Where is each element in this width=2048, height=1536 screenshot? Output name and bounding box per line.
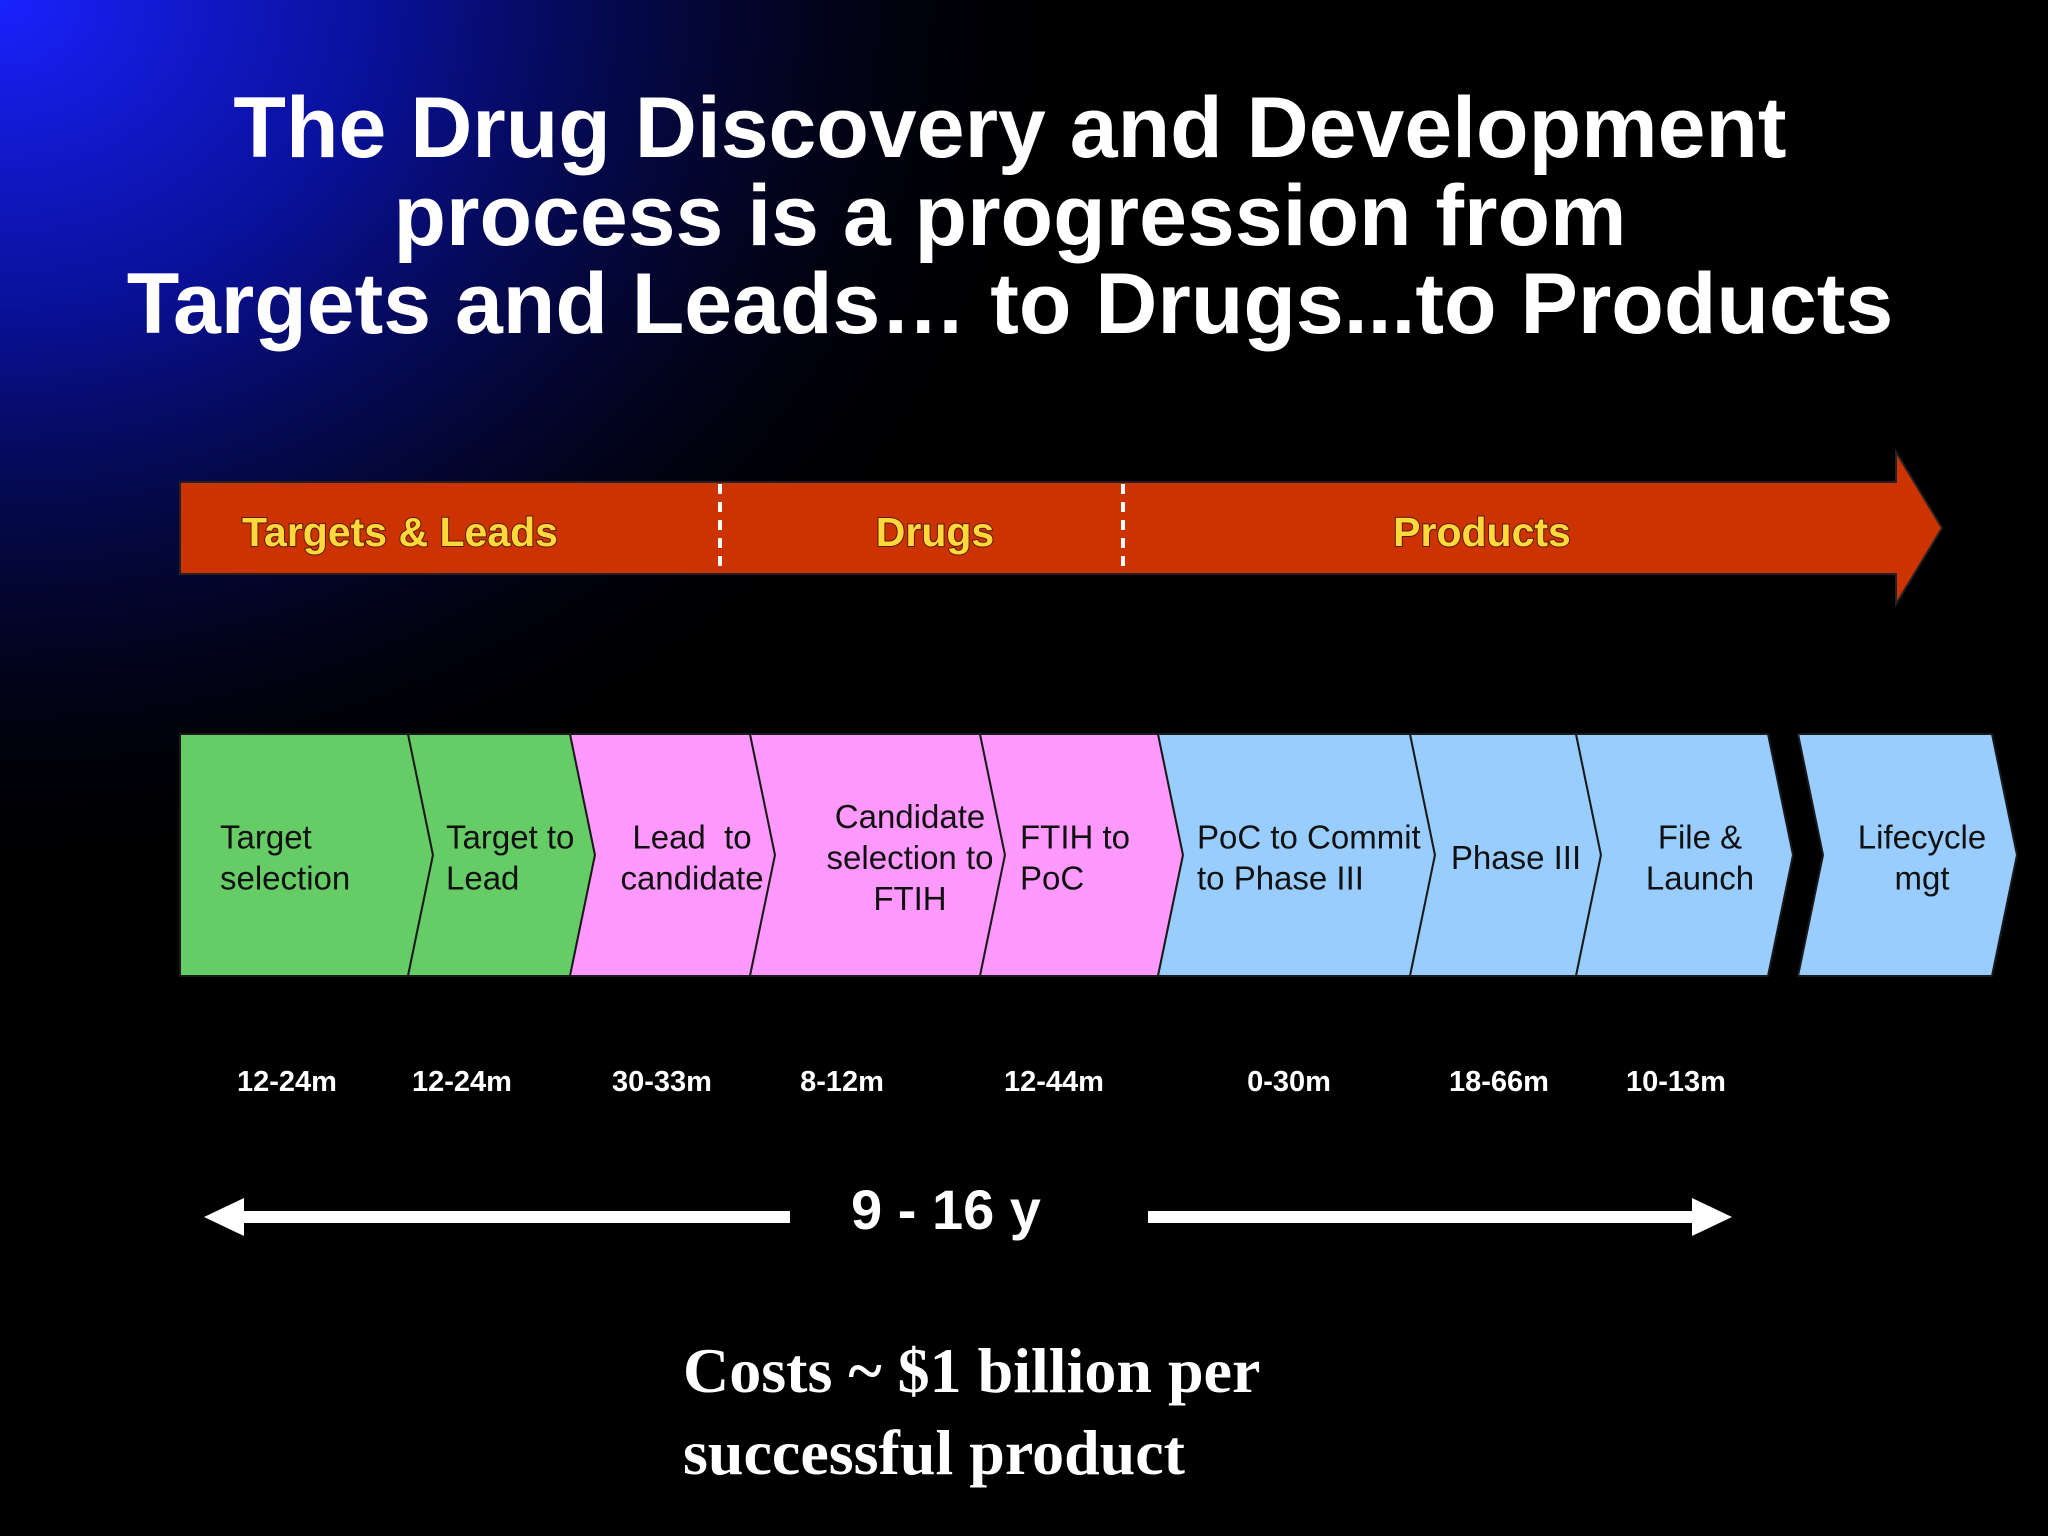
span-arrow-right-head [1692, 1198, 1732, 1236]
stage-label-4-line-2: selection to [827, 839, 994, 876]
title-line-1: The Drug Discovery and Development [233, 80, 1786, 176]
stage-label-8-line-1: File & [1658, 819, 1742, 856]
phase-label-drugs: Drugs [876, 509, 994, 555]
span-arrow-left-head [204, 1198, 244, 1236]
title-line-2: process is a progression from [393, 168, 1626, 264]
stage-duration-7: 18-66m [1449, 1066, 1549, 1098]
stage-label-9-line-1: Lifecycle [1858, 819, 1986, 856]
stage-label-8-line-2: Launch [1646, 860, 1754, 897]
phase-arrow: Targets & Leads Drugs Products [179, 448, 1944, 608]
total-span-label: 9 - 16 y [851, 1178, 1041, 1241]
stage-label-4-line-3: FTIH [873, 880, 946, 917]
phase-arrow-body [179, 448, 1944, 608]
total-span: 9 - 16 y [204, 1178, 1732, 1241]
slide-title: The Drug Discovery and Development proce… [127, 80, 1893, 352]
cost-note: Costs ~ $1 billion per successful produc… [683, 1330, 1583, 1494]
stage-duration-5: 12-44m [1004, 1066, 1104, 1098]
stage-label-5-line-1: FTIH to [1020, 819, 1130, 856]
stage-chevron-8 [1574, 733, 1795, 977]
cost-note-line-2: successful product [683, 1417, 1185, 1488]
stage-label-5-line-2: PoC [1020, 860, 1084, 897]
stage-duration-6: 0-30m [1247, 1066, 1331, 1098]
stage-durations: 12-24m 12-24m 30-33m 8-12m 12-44m 0-30m 18-66m… [237, 1066, 1726, 1098]
title-line-3: Targets and Leads… to Drugs...to Product… [127, 256, 1893, 352]
stage-label-4-line-1: Candidate [835, 798, 985, 835]
stage-label-1-line-1: Target [220, 819, 312, 856]
stage-label-2-line-2: Lead [446, 860, 519, 897]
stage-duration-2: 12-24m [412, 1066, 512, 1098]
stage-label-3-line-2: candidate [620, 860, 763, 897]
stage-label-3-line-1: Lead to [632, 819, 751, 856]
cost-note-line-1: Costs ~ $1 billion per [683, 1335, 1261, 1406]
stage-duration-1: 12-24m [237, 1066, 337, 1098]
phase-label-products: Products [1393, 509, 1571, 555]
stage-duration-8: 10-13m [1626, 1066, 1726, 1098]
stage-chevrons: Target selection Target to Lead Lead to candi… [179, 733, 2019, 977]
stage-label-6-line-1: PoC to Commit [1197, 819, 1421, 856]
stage-label-1-line-2: selection [220, 860, 350, 897]
stage-label-2-line-1: Target to [446, 819, 574, 856]
phase-label-targets-leads: Targets & Leads [242, 509, 558, 555]
stage-label-9-line-2: mgt [1894, 860, 1949, 897]
stage-label-7-line-1: Phase III [1451, 839, 1581, 876]
stage-duration-3: 30-33m [612, 1066, 712, 1098]
stage-label-6-line-2: to Phase III [1197, 860, 1364, 897]
stage-chevron-9 [1796, 733, 2019, 977]
stage-duration-4: 8-12m [800, 1066, 884, 1098]
